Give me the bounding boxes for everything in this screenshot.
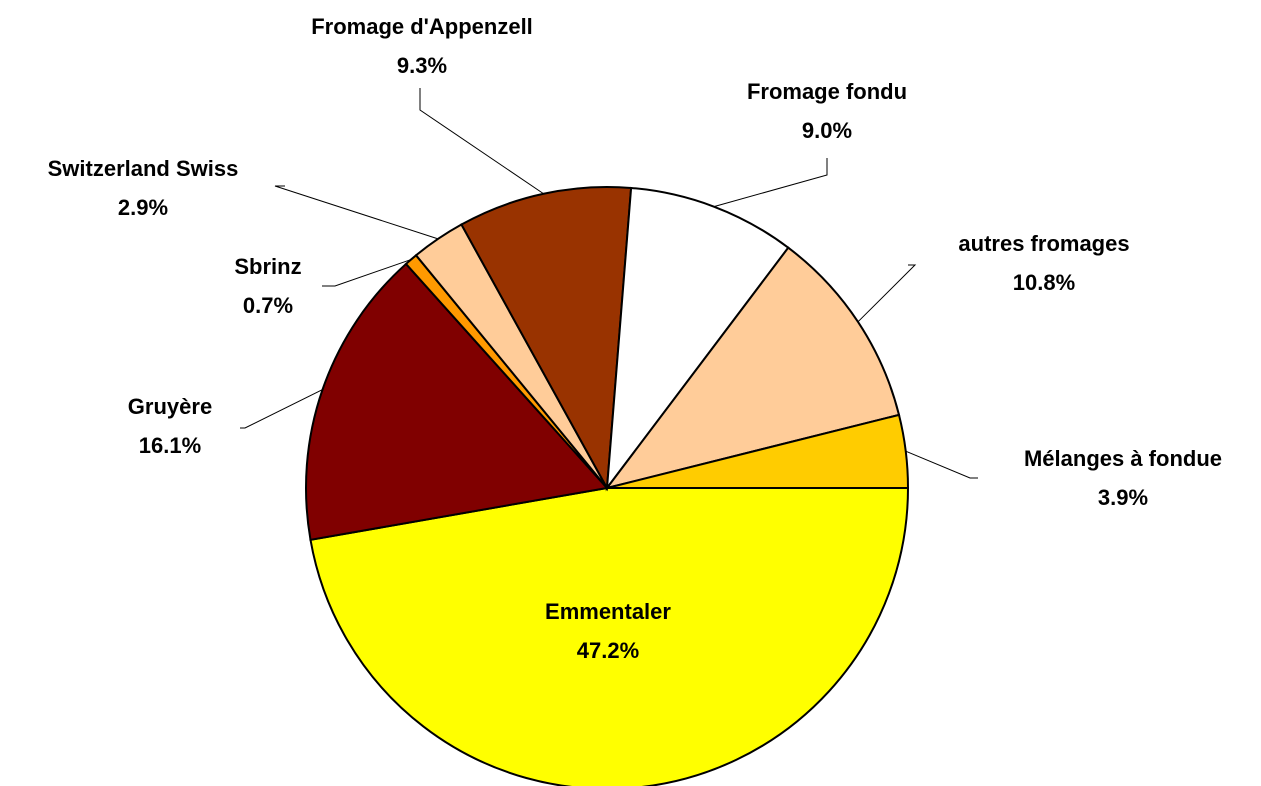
leader-line (905, 450, 978, 479)
slice-value: 3.9% (1098, 485, 1148, 510)
slice-label: Gruyère (128, 394, 212, 419)
slice-label: Sbrinz (234, 254, 301, 279)
slice-value: 9.0% (802, 118, 852, 143)
slice-label: Switzerland Swiss (48, 156, 239, 181)
leader-line (274, 185, 439, 240)
slice-label: Fromage d'Appenzell (311, 14, 533, 39)
slice-label: Emmentaler (545, 599, 671, 624)
slice-value: 16.1% (139, 433, 201, 458)
pie-slice (604, 246, 901, 490)
pie-slice (309, 487, 910, 786)
leader-line (322, 259, 412, 287)
leader-line (713, 158, 828, 208)
slice-value: 2.9% (118, 195, 168, 220)
slice-value: 0.7% (243, 293, 293, 318)
slice-label: autres fromages (958, 231, 1129, 256)
pie-slice (460, 186, 633, 492)
leader-line (419, 88, 544, 195)
slice-label: Fromage fondu (747, 79, 907, 104)
slice-value: 10.8% (1013, 270, 1075, 295)
leader-line (857, 264, 917, 323)
slice-label: Mélanges à fondue (1024, 446, 1222, 471)
slice-value: 47.2% (577, 638, 639, 663)
leader-line (240, 389, 323, 429)
slice-value: 9.3% (397, 53, 447, 78)
pie-slice (606, 413, 910, 489)
